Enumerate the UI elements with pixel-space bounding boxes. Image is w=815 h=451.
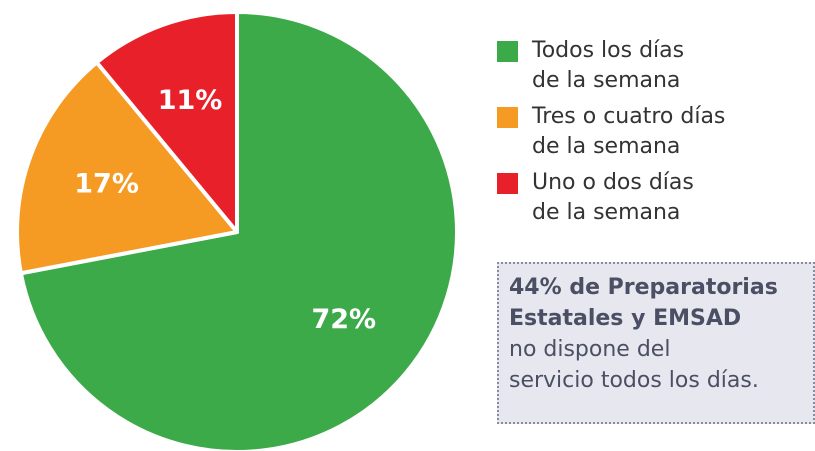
legend-swatch (497, 107, 518, 128)
legend-label: Tres o cuatro días de la semana (532, 104, 726, 159)
legend-label: Uno o dos días de la semana (532, 170, 694, 225)
annotation-text: no dispone del servicio todos los días. (509, 337, 759, 393)
pie-slice (94, 10, 239, 234)
annotation-bold: 44% de Preparatorias Estatales y EMSAD (509, 275, 778, 331)
pie-chart: 72% 17% 11% (15, 10, 459, 451)
legend-item: Uno o dos días de la semana (497, 168, 815, 228)
legend-label: Todos los días de la semana (532, 38, 685, 93)
pie-slice (15, 60, 239, 276)
slice-label: 72% (311, 304, 376, 335)
slice-label: 17% (74, 169, 139, 200)
legend-swatch (497, 173, 518, 194)
legend: Todos los días de la semana Tres o cuatro… (497, 36, 815, 234)
legend-item: Todos los días de la semana (497, 36, 815, 96)
legend-swatch (497, 41, 518, 62)
annotation-box: 44% de Preparatorias Estatales y EMSAD n… (497, 262, 815, 424)
legend-item: Tres o cuatro días de la semana (497, 102, 815, 162)
slice-label: 11% (158, 85, 223, 116)
